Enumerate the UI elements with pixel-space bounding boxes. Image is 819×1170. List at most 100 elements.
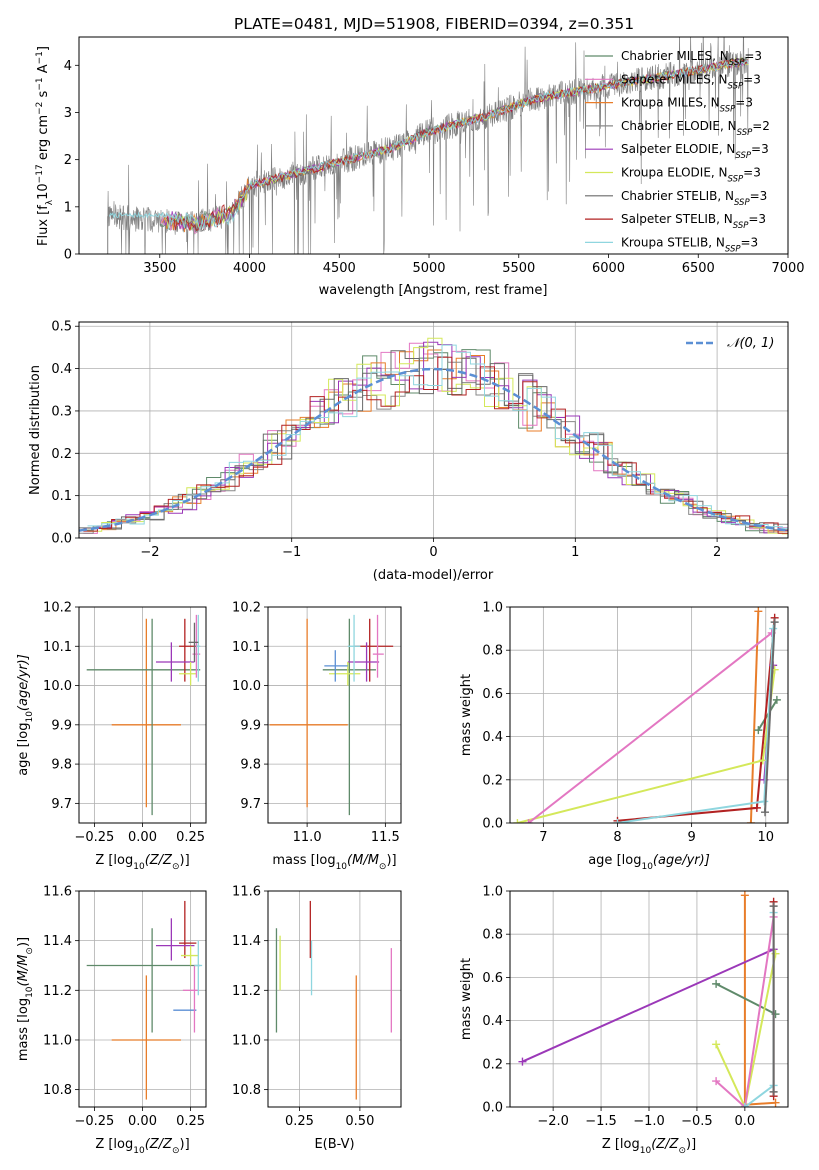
plot-area-mass-vs-Z bbox=[79, 891, 206, 1107]
error-bar-point bbox=[194, 940, 203, 996]
error-bar-point bbox=[196, 614, 201, 682]
plot-area-spectrum bbox=[107, 37, 749, 254]
x-tick-label: −1.0 bbox=[633, 1114, 665, 1129]
legend-entry: Kroupa MILES, NSSP=3 bbox=[621, 96, 753, 115]
figure-title: PLATE=0481, MJD=51908, FIBERID=0394, z=0… bbox=[234, 15, 634, 33]
axes-spectrum: 3500 4000 4500 5000 5500 6000 6500 7000 0 1 2 3 4 Cha… bbox=[35, 36, 805, 298]
error-bar-point bbox=[188, 622, 199, 662]
x-tick-label: 0.25 bbox=[285, 1114, 314, 1129]
weight-marker bbox=[740, 1103, 749, 1107]
y-tick-label: 0.5 bbox=[51, 320, 72, 335]
x-tick-label: 4000 bbox=[233, 261, 266, 276]
error-bar-point bbox=[180, 945, 199, 966]
plot-area-mass-vs-EBV bbox=[268, 891, 401, 1107]
y-tick-label: 1 bbox=[64, 200, 72, 215]
y-tick-label: 10.8 bbox=[43, 1083, 72, 1098]
x-axis-label: Z [log10(Z/Z⊙)] bbox=[95, 1137, 189, 1156]
y-tick-label: 11.2 bbox=[232, 984, 261, 999]
weight-marker bbox=[769, 624, 778, 633]
x-tick-label: −1.5 bbox=[585, 1114, 617, 1129]
weight-series bbox=[746, 607, 763, 823]
error-bar-point bbox=[155, 918, 195, 961]
x-tick-label: 5000 bbox=[412, 261, 445, 276]
x-tick-label: 0.25 bbox=[176, 830, 205, 845]
x-tick-label: 3500 bbox=[143, 261, 176, 276]
error-bar-point bbox=[182, 965, 199, 1033]
x-tick-label: 8 bbox=[613, 830, 621, 845]
observed-spectrum-line bbox=[107, 37, 749, 254]
x-tick-label: 7 bbox=[539, 830, 547, 845]
y-tick-label: 9.9 bbox=[51, 718, 72, 733]
y-tick-label: 11.6 bbox=[43, 885, 72, 900]
error-bar-point bbox=[179, 661, 197, 686]
x-tick-label: 6000 bbox=[592, 261, 625, 276]
y-tick-label: 10.2 bbox=[232, 601, 261, 616]
legend-entry: Chabrier ELODIE, NSSP=2 bbox=[621, 119, 770, 138]
error-bar-point bbox=[354, 618, 394, 682]
weight-line bbox=[749, 611, 760, 823]
histogram-step-line bbox=[87, 344, 788, 529]
weight-marker bbox=[712, 979, 721, 988]
model-spectrum-line bbox=[167, 58, 749, 230]
histogram-step-line bbox=[83, 342, 788, 534]
axes-mass-vs-EBV: 0.25 0.50 10.8 11.0 11.2 11.4 11.6 E(B-V) bbox=[232, 885, 402, 1152]
legend-entry: Kroupa ELODIE, NSSP=3 bbox=[621, 166, 761, 185]
error-bar-point bbox=[86, 618, 201, 816]
weight-marker bbox=[754, 726, 763, 735]
x-axis-label: age [log10(age/yr)] bbox=[588, 853, 710, 872]
weight-marker bbox=[771, 1098, 780, 1107]
y-tick-label: 11.4 bbox=[232, 934, 261, 949]
y-tick-label: 0 bbox=[64, 248, 72, 263]
weight-series bbox=[761, 618, 779, 817]
x-tick-label: 0.00 bbox=[128, 830, 157, 845]
weight-series bbox=[769, 902, 778, 1096]
x-tick-label: 11.5 bbox=[371, 830, 400, 845]
y-tick-label: 0.6 bbox=[482, 687, 503, 702]
error-bar-point bbox=[372, 614, 384, 678]
axes-age-vs-Z: −0.25 0.00 0.25 9.7 9.8 9.9 10.0 10.1 10.2 Z [log… bbox=[16, 601, 207, 872]
y-tick-label: 9.8 bbox=[240, 758, 261, 773]
histogram-step-line bbox=[83, 356, 788, 534]
model-spectrum-line-blue bbox=[109, 211, 178, 220]
weight-series bbox=[518, 945, 778, 1066]
x-axis-label: (data-model)/error bbox=[373, 568, 494, 583]
error-bar-point bbox=[324, 650, 348, 682]
plot-area-massweight-vs-age bbox=[510, 607, 788, 823]
y-tick-label: 10.0 bbox=[43, 679, 72, 694]
y-axis-label: mass weight bbox=[459, 674, 474, 756]
x-tick-label: 4500 bbox=[323, 261, 356, 276]
x-tick-label: 9 bbox=[687, 830, 695, 845]
weight-line bbox=[517, 669, 776, 823]
error-bar-point bbox=[179, 618, 199, 682]
y-tick-label: 11.0 bbox=[43, 1033, 72, 1048]
weight-marker bbox=[772, 695, 781, 704]
x-tick-label: 5500 bbox=[502, 261, 535, 276]
y-tick-label: 0.1 bbox=[51, 489, 72, 504]
weight-marker bbox=[513, 819, 522, 823]
plot-area-residuals bbox=[79, 322, 788, 538]
x-tick-label: −2 bbox=[140, 545, 159, 560]
legend-entry: 𝒩(0, 1) bbox=[727, 336, 774, 351]
x-tick-label: 0.50 bbox=[345, 1114, 374, 1129]
y-tick-label: 0.4 bbox=[482, 1014, 503, 1029]
weight-series bbox=[613, 624, 778, 823]
axes-frame bbox=[267, 890, 402, 1108]
weight-series bbox=[524, 628, 776, 823]
weight-line bbox=[764, 622, 776, 813]
weight-line bbox=[715, 916, 775, 1107]
y-tick-label: 0.8 bbox=[482, 644, 503, 659]
y-axis-label: age [log10(age/yr)] bbox=[16, 654, 35, 776]
axes-frame bbox=[78, 321, 789, 539]
x-axis-label: wavelength [Angstrom, rest frame] bbox=[319, 283, 548, 298]
axes-frame bbox=[267, 606, 402, 824]
error-bar-point bbox=[322, 618, 376, 816]
x-tick-label: 10 bbox=[757, 830, 774, 845]
axes-frame bbox=[78, 36, 789, 255]
x-tick-label: 0 bbox=[429, 545, 437, 560]
x-tick-label: 0.00 bbox=[128, 1114, 157, 1129]
y-tick-label: 9.8 bbox=[51, 758, 72, 773]
legend-entry: Salpeter ELODIE, NSSP=3 bbox=[621, 142, 769, 161]
legend-entry: Chabrier STELIB, NSSP=3 bbox=[621, 189, 767, 208]
y-tick-label: 11.4 bbox=[43, 934, 72, 949]
